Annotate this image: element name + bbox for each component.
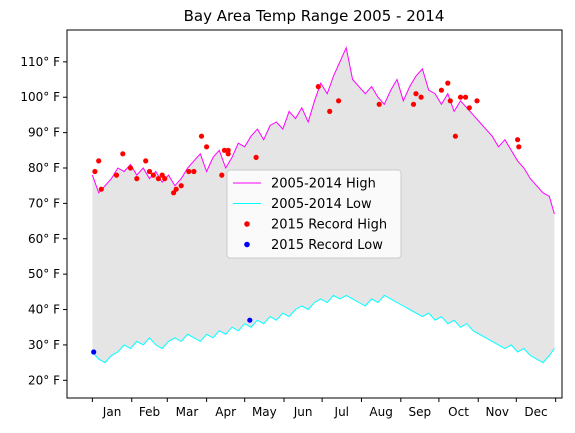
- legend-record-high-swatch: [244, 221, 250, 227]
- record-high-point: [127, 165, 134, 171]
- y-tick-label: 70° F: [28, 196, 60, 210]
- record-low-point: [91, 349, 97, 355]
- record-high-point: [225, 151, 231, 157]
- record-high-point: [150, 172, 156, 178]
- x-tick-label: Feb: [139, 405, 160, 419]
- y-tick-label: 110° F: [20, 55, 60, 69]
- record-high-point: [96, 158, 102, 164]
- record-high-point: [410, 101, 417, 107]
- record-high-point: [134, 176, 140, 182]
- record-high-point: [113, 172, 120, 178]
- record-high-point: [155, 176, 161, 182]
- legend-record-high-label: 2015 Record High: [271, 218, 387, 233]
- y-tick-label: 40° F: [28, 303, 60, 317]
- legend-low-label: 2005-2014 Low: [271, 197, 372, 212]
- record-high-point: [146, 168, 153, 175]
- x-tick-label: Sep: [409, 405, 432, 419]
- legend-record-low-label: 2015 Record Low: [271, 238, 383, 253]
- record-high-point: [327, 108, 333, 114]
- plot-frame: [66, 29, 563, 399]
- record-high-point: [376, 101, 382, 107]
- legend-record-low-swatch: [244, 241, 250, 248]
- x-tick-label: Mar: [176, 405, 199, 419]
- record-high-point: [98, 186, 104, 192]
- y-tick-label: 30° F: [28, 338, 60, 352]
- record-high-point: [221, 147, 227, 153]
- record-high-point: [452, 133, 458, 139]
- x-tick-label: Jan: [102, 405, 122, 419]
- record-low-point: [247, 317, 253, 323]
- record-high-point: [173, 186, 179, 192]
- legend-box: [226, 169, 402, 259]
- y-tick-label: 80° F: [28, 161, 60, 175]
- record-high-point: [447, 98, 453, 104]
- record-high-point: [516, 144, 522, 150]
- y-tick-label: 20° F: [28, 373, 60, 387]
- record-high-point: [462, 94, 469, 100]
- record-high-point: [143, 158, 149, 164]
- low-series-line: [92, 294, 555, 364]
- record-high-point: [445, 80, 451, 86]
- record-high-point: [171, 190, 177, 196]
- record-high-point: [253, 154, 259, 160]
- record-high-point: [219, 172, 225, 178]
- y-tick-label: 90° F: [28, 126, 60, 140]
- record-high-point: [474, 98, 480, 104]
- record-high-point: [162, 176, 168, 182]
- x-tick-label: Jul: [334, 405, 349, 419]
- x-tick-label: Jun: [293, 405, 313, 419]
- y-tick-label: 100° F: [20, 90, 60, 104]
- record-high-point: [457, 94, 464, 100]
- record-high-point: [315, 84, 321, 90]
- high-series-line: [91, 46, 555, 215]
- record-high-point: [515, 137, 521, 143]
- x-tick-label: Dec: [524, 405, 547, 419]
- record-high-point: [466, 105, 472, 111]
- y-tick-label: 60° F: [28, 232, 60, 246]
- record-high-point: [336, 98, 342, 104]
- x-tick-label: Nov: [486, 405, 509, 419]
- record-high-point: [418, 94, 424, 100]
- record-high-point: [186, 168, 192, 175]
- record-high-point: [198, 133, 205, 139]
- record-high-point: [204, 144, 210, 150]
- y-tick-label: 50° F: [28, 267, 60, 281]
- x-tick-label: Aug: [369, 405, 392, 419]
- x-tick-label: Apr: [215, 405, 236, 419]
- record-high-point: [191, 168, 197, 175]
- record-high-point: [120, 151, 126, 157]
- x-tick-label: Oct: [448, 405, 469, 419]
- record-high-point: [178, 183, 184, 189]
- record-high-point: [413, 91, 419, 97]
- record-high-point: [438, 87, 444, 93]
- legend: 2005-2014 High 2005-2014 Low 2015 Record H…: [226, 169, 402, 259]
- legend-high-label: 2005-2014 High: [271, 177, 376, 192]
- x-tick-label: May: [252, 405, 277, 419]
- chart-title: Bay Area Temp Range 2005 - 2014: [184, 7, 445, 25]
- record-high-point: [92, 168, 98, 175]
